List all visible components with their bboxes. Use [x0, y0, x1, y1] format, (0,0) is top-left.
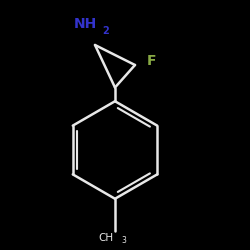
Text: CH: CH [98, 233, 114, 243]
Text: 3: 3 [121, 236, 126, 245]
Text: NH: NH [74, 17, 97, 31]
Text: F: F [146, 54, 156, 68]
Text: 2: 2 [102, 26, 109, 36]
